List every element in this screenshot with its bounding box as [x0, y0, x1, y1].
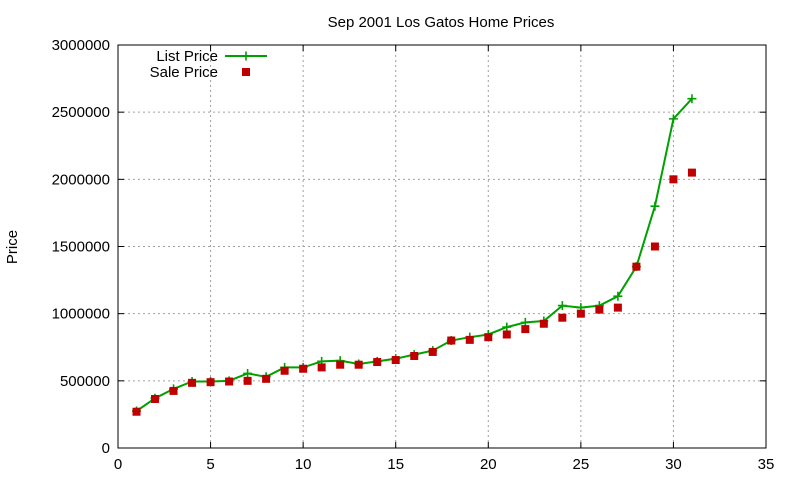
sale-price-point: [447, 336, 456, 345]
sale-price-point: [225, 377, 234, 386]
sale-price-point: [428, 347, 437, 356]
list-price-point: [687, 94, 697, 104]
sale-price-series: [132, 168, 696, 416]
sale-price-point: [354, 360, 363, 369]
sale-price-point: [151, 394, 160, 403]
x-tick-label: 5: [206, 456, 214, 473]
x-tick-label: 0: [114, 456, 122, 473]
chart-title: Sep 2001 Los Gatos Home Prices: [328, 14, 555, 31]
sale-price-point: [317, 363, 326, 372]
legend-label: List Price: [156, 48, 218, 65]
list-price-line: [135, 98, 693, 412]
sale-price-point: [336, 360, 345, 369]
sale-price-point: [576, 309, 585, 318]
list-price-point: [243, 368, 253, 378]
x-tick-label: 20: [480, 456, 497, 473]
x-tick-label: 25: [573, 456, 590, 473]
legend-marker-swatch: [241, 51, 251, 61]
plot-frame: [117, 44, 767, 449]
y-tick-label: 500000: [60, 373, 110, 390]
sale-price-point: [262, 374, 271, 383]
y-tick-label: 1000000: [52, 306, 110, 323]
x-tick-label: 15: [387, 456, 404, 473]
list-price-series: [132, 94, 697, 416]
sale-price-point: [539, 319, 548, 328]
sale-price-point: [206, 378, 215, 387]
sale-price-point: [280, 366, 289, 375]
sale-price-point: [558, 313, 567, 322]
legend-marker-swatch: [242, 68, 250, 76]
series: [132, 94, 697, 416]
list-price-point: [557, 301, 567, 311]
sale-price-point: [243, 376, 252, 385]
sale-price-point: [669, 175, 678, 184]
sale-price-point: [687, 168, 696, 177]
sale-price-point: [188, 378, 197, 387]
grid: [118, 45, 766, 448]
sale-price-point: [465, 335, 474, 344]
sale-price-point: [484, 333, 493, 342]
y-tick-label: 1500000: [52, 239, 110, 256]
sale-price-point: [595, 305, 604, 314]
sale-price-point: [502, 330, 511, 339]
legend-label: Sale Price: [150, 64, 218, 81]
sale-price-point: [613, 303, 622, 312]
y-tick-label: 0: [102, 440, 110, 457]
sale-price-point: [299, 364, 308, 373]
x-tick-label: 30: [665, 456, 682, 473]
y-tick-label: 3000000: [52, 37, 110, 54]
sale-price-point: [650, 242, 659, 251]
y-tick-label: 2000000: [52, 171, 110, 188]
sale-price-point: [632, 262, 641, 271]
y-axis-label: Price: [4, 230, 21, 264]
list-price-point: [502, 322, 512, 332]
sale-price-point: [373, 358, 382, 367]
x-tick-label: 10: [295, 456, 312, 473]
sale-price-point: [521, 325, 530, 334]
list-price-point: [613, 291, 623, 301]
x-tick-label: 35: [758, 456, 775, 473]
list-price-point: [650, 201, 660, 211]
y-tick-label: 2500000: [52, 104, 110, 121]
list-price-point: [668, 114, 678, 124]
sale-price-point: [169, 386, 178, 395]
sale-price-point: [132, 407, 141, 416]
axis-ticks: 0 5 10 15 20 25 30 35 0 500000 1000000 1500000 20000…: [52, 37, 775, 473]
sale-price-point: [391, 356, 400, 365]
sale-price-point: [410, 351, 419, 360]
